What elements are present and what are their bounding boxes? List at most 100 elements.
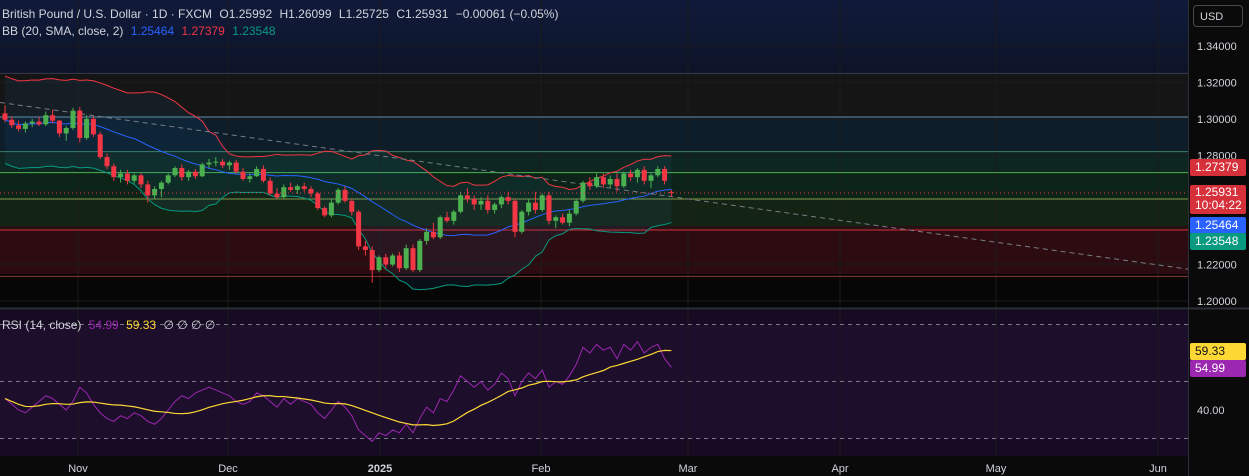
candle-body [220, 161, 226, 166]
candle-body [410, 248, 416, 271]
candle-body [77, 110, 83, 138]
candle-body [668, 191, 674, 193]
candle-body [192, 171, 198, 177]
candle-body [390, 255, 396, 265]
candle-body [383, 257, 389, 265]
bb-upper-line[interactable] [4, 75, 672, 190]
axes: 1.340001.320001.300001.280001.220001.200… [68, 41, 1237, 475]
candle-body [634, 169, 640, 178]
candle-body [118, 173, 124, 178]
candle-body [254, 168, 260, 177]
candle-body [444, 217, 450, 221]
candle-body [328, 202, 334, 216]
price-pane-background [0, 0, 1188, 274]
symbol-title[interactable]: British Pound / U.S. Dollar · 1D · FXCM [2, 7, 213, 21]
time-tick-label: Apr [831, 463, 848, 475]
candle-body [43, 115, 49, 125]
candle-body [424, 231, 430, 241]
open-number: 1.25992 [228, 7, 273, 21]
candle-body [84, 118, 90, 138]
candle-body [335, 189, 341, 203]
bb-upper-tag: 1.27379 [1190, 159, 1246, 176]
candle-body [104, 157, 110, 167]
candle-body [288, 187, 294, 190]
symbol-legend[interactable]: British Pound / U.S. Dollar · 1D · FXCM … [2, 7, 562, 21]
candle-body [430, 231, 436, 238]
candle-body [566, 213, 572, 223]
change-value: −0.00061 (−0.05%) [455, 7, 559, 21]
rsi-ma-line[interactable] [4, 349, 672, 427]
rsi-value: 54.99 [88, 318, 119, 332]
bar-countdown: 10:04:22 [1195, 198, 1242, 212]
candle-body [301, 186, 307, 189]
candle-body [580, 182, 586, 201]
candle-body [145, 184, 151, 196]
time-tick-label: Jun [1149, 463, 1167, 475]
price-tick-label: 1.20000 [1197, 296, 1237, 308]
rsi-line[interactable] [4, 340, 672, 443]
rsi-label[interactable]: RSI (14, close) [2, 318, 82, 332]
candle-body [587, 182, 593, 187]
candle-body [349, 200, 355, 212]
candle-body [247, 176, 253, 179]
bb-legend[interactable]: BB (20, SMA, close, 2) 1.25464 1.27379 1… [2, 24, 280, 38]
candle-body [138, 175, 144, 185]
candle-body [594, 177, 600, 187]
candle-body [356, 211, 362, 247]
candle-body [2, 113, 8, 120]
candle-body [22, 123, 28, 129]
close-number: 1.25931 [404, 7, 449, 21]
time-tick-label: Feb [532, 463, 551, 475]
candle-body [546, 195, 552, 221]
candle-body [607, 178, 613, 185]
candle-body [240, 171, 246, 179]
low-number: 1.25725 [345, 7, 389, 21]
close-label: C [396, 7, 405, 21]
candle-body [36, 121, 42, 125]
trendline-line[interactable] [0, 101, 1189, 270]
trendline[interactable] [0, 101, 1189, 270]
currency-button[interactable]: USD [1193, 5, 1243, 27]
candle-body [376, 257, 382, 271]
horizontal-levels [0, 72, 1188, 277]
candle-body [267, 180, 273, 194]
bollinger-fill [5, 76, 672, 290]
candle-body [573, 200, 579, 214]
candle-body [485, 200, 491, 210]
candle-body [628, 173, 634, 178]
candle-body [369, 250, 375, 271]
candle-body [124, 173, 130, 181]
candle-body [56, 120, 62, 134]
last-price-tag: 1.25931 10:04:22 [1190, 185, 1246, 214]
candle-body [478, 200, 484, 205]
rsi-tag: 54.99 [1190, 360, 1246, 377]
rsi-tick-label: 40.00 [1197, 405, 1225, 417]
rsi-ma-value: 59.33 [126, 318, 157, 332]
candle-body [458, 195, 464, 212]
rsi-legend[interactable]: RSI (14, close) 54.99 59.33 ∅ ∅ ∅ ∅ [2, 318, 219, 332]
candle-body [315, 193, 321, 209]
rsi-extra-values: ∅ ∅ ∅ ∅ [163, 318, 216, 332]
candle-body [505, 197, 511, 201]
close-value: C1.25931 [396, 7, 448, 21]
price-tick-label: 1.32000 [1197, 77, 1237, 89]
candle-body [308, 188, 314, 194]
candle-body [9, 119, 15, 126]
price-tick-label: 1.34000 [1197, 41, 1237, 53]
candle-body [600, 177, 606, 185]
candle-body [662, 168, 668, 181]
candle-body [179, 168, 185, 178]
candle-body [437, 217, 443, 238]
high-value: H1.26099 [279, 7, 331, 21]
candle-body [396, 255, 402, 269]
bb-basis-value: 1.25464 [130, 24, 175, 38]
candle-body [294, 186, 300, 190]
candle-body [63, 127, 69, 134]
bb-basis-tag: 1.25464 [1190, 217, 1246, 234]
bb-basis-line[interactable] [4, 119, 672, 237]
candle-body [492, 204, 498, 210]
candle-body [70, 110, 76, 128]
candle-body [655, 168, 661, 176]
bb-label[interactable]: BB (20, SMA, close, 2) [2, 24, 124, 38]
